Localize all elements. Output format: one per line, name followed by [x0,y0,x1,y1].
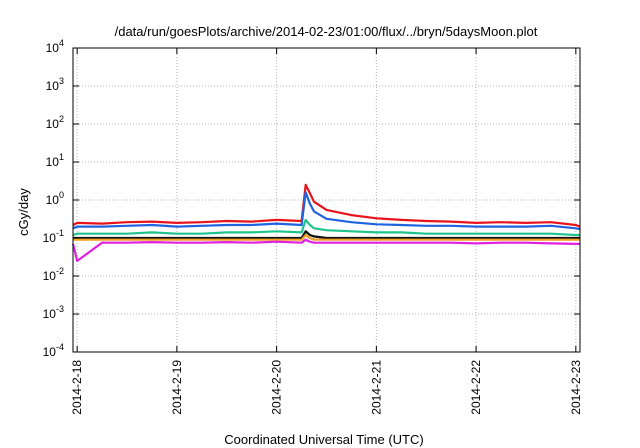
series-line [72,191,581,231]
y-tick-exponent: -4 [56,342,64,352]
x-tick-label: 2014-2-18 [70,360,84,415]
y-tick-label: 10-3 [43,304,64,321]
y-tick-label: 100 [46,190,64,207]
y-tick-label: 103 [46,76,64,93]
y-tick-exponent: 1 [59,152,64,162]
y-tick-exponent: -2 [56,266,64,276]
x-tick-label: 2014-2-21 [369,360,383,415]
y-tick-label: 104 [46,38,64,55]
y-tick-label: 102 [46,114,64,131]
y-tick-label: 10-2 [43,266,64,283]
series-line [73,230,580,240]
chart-title: /data/run/goesPlots/archive/2014-02-23/0… [115,24,538,39]
series-line [73,233,580,241]
series-layer [71,183,581,262]
x-tick-label: 2014-2-19 [170,360,184,415]
x-tick-label: 2014-2-22 [469,360,483,415]
y-axis-label: cGy/day [16,188,31,236]
grid [73,48,580,352]
x-tick-label: 2014-2-20 [270,360,284,415]
y-tick-exponent: 4 [59,38,64,48]
x-tick-label: 2014-2-23 [569,360,583,415]
x-axis-label: Coordinated Universal Time (UTC) [224,432,423,447]
y-tick-label: 10-1 [43,228,64,245]
tick-marks [73,47,580,353]
y-tick-exponent: 3 [59,76,64,86]
y-tick-label: 101 [46,152,64,169]
series-line [72,183,581,228]
y-tick-exponent: -1 [56,228,64,238]
plot-frame [72,47,581,353]
series-line [71,238,580,262]
x-tick-labels: 2014-2-18 2014-2-19 2014-2-20 2014-2-21 2014… [70,360,583,415]
y-tick-label: 10-4 [43,342,64,359]
y-tick-exponent: 2 [59,114,64,124]
y-tick-exponent: -3 [56,304,64,314]
y-tick-exponent: 0 [59,190,64,200]
series-line [72,218,580,237]
